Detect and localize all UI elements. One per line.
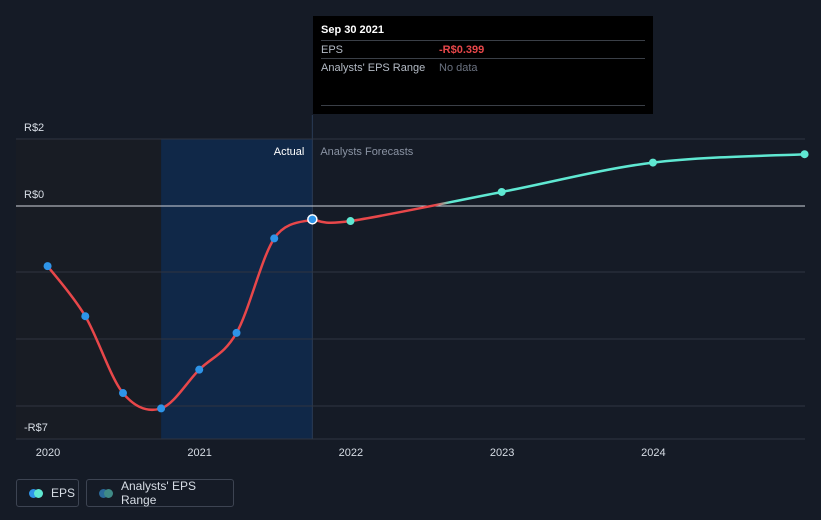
legend-eps-label: EPS bbox=[51, 486, 76, 500]
chart-markers[interactable] bbox=[43, 150, 809, 413]
legend-range-dot-b bbox=[104, 488, 113, 498]
chart-bands bbox=[16, 115, 313, 439]
legend-eps-dot-actual bbox=[29, 488, 38, 498]
actual-eps-line bbox=[46, 218, 313, 412]
actual-eps-point-4 bbox=[195, 365, 204, 374]
tooltip-range-row: Analysts' EPS Range No data bbox=[321, 58, 645, 76]
x-tick-2024: 2024 bbox=[641, 447, 665, 459]
legend-eps-swatch bbox=[29, 488, 43, 498]
tooltip-range-label: Analysts' EPS Range bbox=[321, 61, 426, 74]
tooltip-date: Sep 30 2021 bbox=[321, 24, 384, 36]
x-tick-2023: 2023 bbox=[490, 447, 514, 459]
tooltip-eps-value: -R$0.399 bbox=[439, 43, 485, 56]
actual-eps-point-3 bbox=[157, 404, 166, 413]
legend-eps-button[interactable]: EPS bbox=[16, 479, 79, 507]
forecast-eps-point-1 bbox=[497, 187, 506, 196]
actual-eps-point-0 bbox=[43, 262, 52, 271]
legend-eps-dot-forecast bbox=[34, 488, 43, 498]
actual-region-label: Actual bbox=[274, 146, 305, 158]
past-band bbox=[16, 139, 162, 439]
x-tick-2020: 2020 bbox=[36, 447, 60, 459]
chart-grid bbox=[16, 138, 805, 440]
actual-eps-point-1 bbox=[81, 312, 90, 321]
y-tick-zero: R$0 bbox=[24, 189, 44, 201]
tooltip-eps-label: EPS bbox=[321, 43, 344, 56]
actual-eps-point-6 bbox=[270, 234, 279, 243]
forecast-region-label: Analysts Forecasts bbox=[320, 146, 413, 158]
forecast-eps-point-2 bbox=[648, 158, 657, 167]
actual-band bbox=[161, 139, 313, 439]
tooltip-range-value: No data bbox=[439, 61, 478, 74]
tooltip-eps-row: EPS -R$0.399 bbox=[321, 40, 645, 58]
forecast-eps-point-3 bbox=[800, 150, 809, 159]
legend-range-swatch bbox=[99, 488, 113, 498]
legend-range-label: Analysts' EPS Range bbox=[121, 479, 196, 507]
x-tick-2022: 2022 bbox=[339, 447, 363, 459]
forecast-eps-point-0 bbox=[346, 217, 355, 226]
chart-labels: R$2 R$0 -R$7 2020 2021 2022 2023 2024 Actual Anal… bbox=[24, 122, 666, 459]
x-tick-2021: 2021 bbox=[187, 447, 211, 459]
actual-eps-point-5 bbox=[232, 328, 241, 337]
legend-range-button[interactable]: Analysts' EPS Range bbox=[86, 479, 234, 507]
tooltip-divider bbox=[321, 105, 645, 106]
actual-eps-point-7 bbox=[307, 214, 318, 225]
y-tick-bottom: -R$7 bbox=[24, 422, 48, 434]
actual-eps-point-2 bbox=[118, 389, 127, 398]
y-tick-top: R$2 bbox=[24, 122, 44, 134]
eps-tooltip: Sep 30 2021 EPS -R$0.399 Analysts' EPS R… bbox=[313, 16, 653, 114]
legend-range-dot-a bbox=[99, 488, 108, 498]
forecast-eps-line bbox=[312, 152, 805, 224]
